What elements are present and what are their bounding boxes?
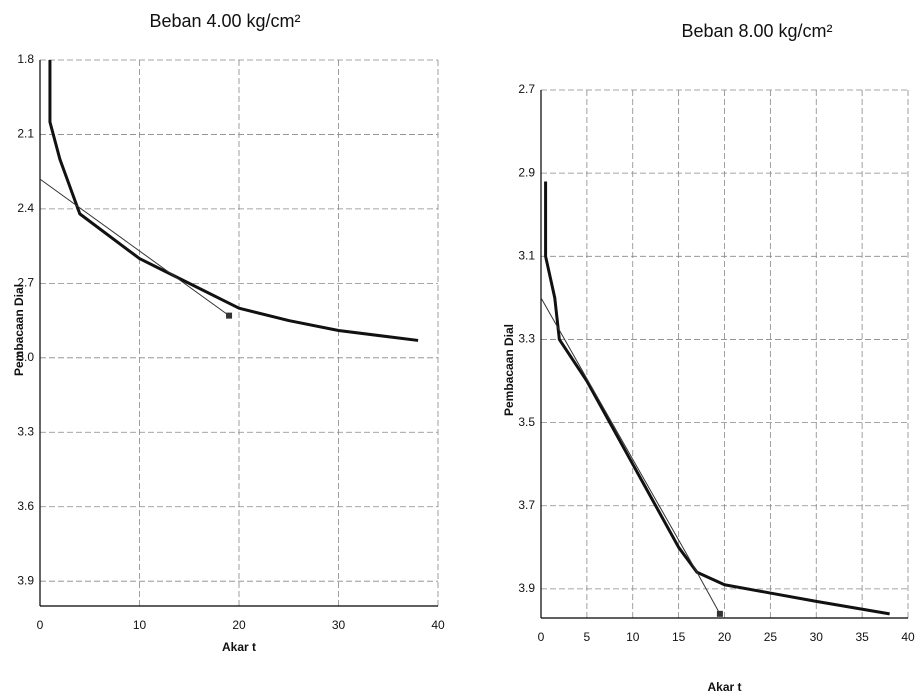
chart-title: Beban 8.00 kg/cm² [681, 21, 832, 41]
y-tick-label: 3.7 [518, 498, 535, 512]
y-tick-label: 2.9 [518, 165, 535, 179]
data-line [544, 181, 890, 616]
x-tick-label: 0 [538, 630, 545, 644]
x-tick-label: 25 [764, 630, 778, 644]
x-tick-label: 40 [901, 630, 915, 644]
y-tick-label: 2.7 [17, 276, 34, 290]
x-tick-label: 30 [810, 630, 824, 644]
x-tick-label: 10 [133, 618, 147, 632]
y-axis-title: Pembacaan Dial [12, 284, 26, 376]
y-tick-label: 3.9 [17, 573, 34, 587]
y-tick-label: 3.9 [518, 581, 535, 595]
x-tick-label: 20 [232, 618, 246, 632]
data-line [39, 178, 230, 317]
y-tick-label: 3.3 [518, 332, 535, 346]
x-tick-label: 5 [584, 630, 591, 644]
y-tick-label: 2.4 [17, 201, 34, 215]
x-tick-label: 40 [431, 618, 445, 632]
x-tick-label: 10 [626, 630, 640, 644]
y-tick-label: 3.6 [17, 499, 34, 513]
x-tick-label: 15 [672, 630, 686, 644]
y-tick-label: 3.1 [518, 248, 535, 262]
chart-title: Beban 4.00 kg/cm² [149, 11, 300, 31]
y-tick-label: 3.5 [518, 415, 535, 429]
y-tick-label: 2.7 [518, 82, 535, 96]
y-tick-label: 3.0 [17, 350, 34, 364]
data-line [540, 297, 721, 615]
end-marker [716, 610, 723, 617]
x-tick-label: 0 [37, 618, 44, 632]
y-tick-label: 1.8 [17, 52, 34, 66]
data-line [48, 60, 419, 342]
end-marker [226, 312, 233, 319]
x-tick-label: 30 [332, 618, 346, 632]
y-tick-label: 3.3 [17, 424, 34, 438]
y-axis-title: Pembacaan Dial [502, 324, 516, 416]
x-tick-label: 35 [855, 630, 869, 644]
x-axis-title: Akar t [707, 680, 741, 694]
x-tick-label: 20 [718, 630, 732, 644]
y-tick-label: 2.1 [17, 127, 34, 141]
x-axis-title: Akar t [222, 640, 256, 654]
